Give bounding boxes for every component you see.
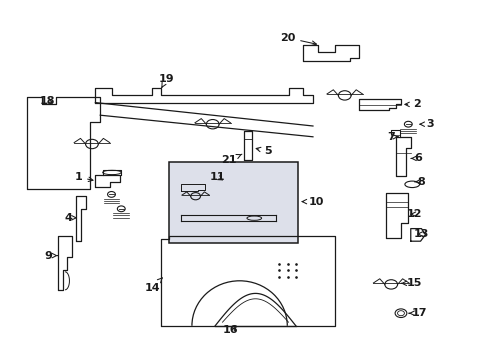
Text: 4: 4: [64, 213, 76, 223]
Text: 1: 1: [74, 172, 93, 182]
Text: 18: 18: [40, 96, 56, 106]
Text: 8: 8: [414, 177, 425, 187]
Text: 15: 15: [401, 278, 422, 288]
Text: 14: 14: [144, 278, 162, 293]
Text: 10: 10: [302, 197, 324, 207]
Text: 2: 2: [404, 99, 420, 109]
Text: 6: 6: [410, 153, 421, 163]
Text: 12: 12: [406, 209, 422, 219]
Text: 3: 3: [419, 119, 433, 129]
FancyBboxPatch shape: [168, 162, 298, 243]
Text: 16: 16: [223, 325, 238, 336]
Text: 9: 9: [44, 251, 57, 261]
Text: 19: 19: [158, 74, 174, 87]
Text: 20: 20: [279, 33, 316, 45]
Text: 13: 13: [413, 229, 428, 239]
Text: 11: 11: [209, 172, 225, 182]
Text: 7: 7: [386, 132, 397, 142]
Text: 21: 21: [221, 154, 242, 165]
Text: 5: 5: [256, 146, 271, 156]
Text: 17: 17: [408, 308, 427, 318]
